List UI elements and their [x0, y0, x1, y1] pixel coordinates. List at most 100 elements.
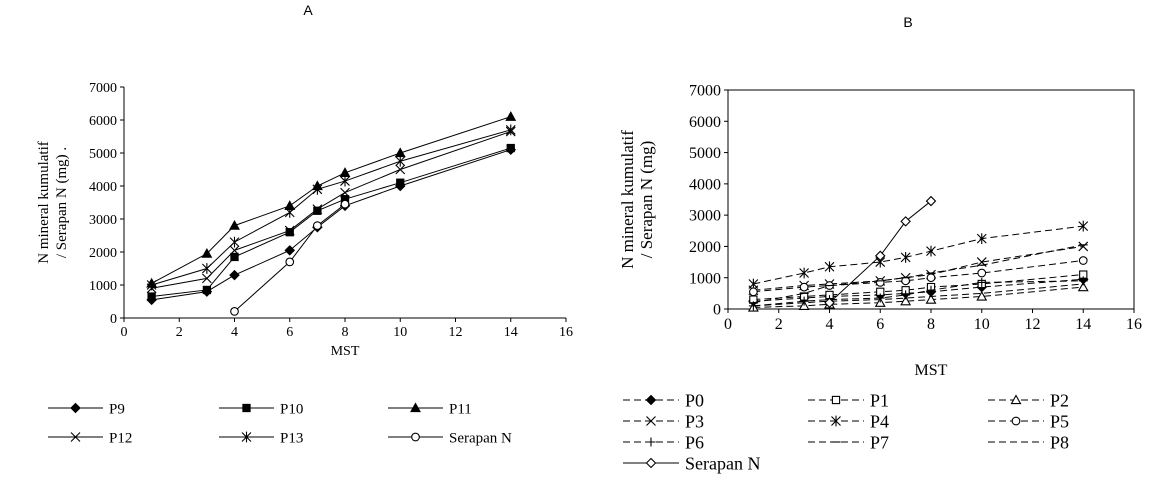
data-point — [201, 263, 212, 274]
legend-item: Serapan N — [388, 430, 512, 446]
legend-label: P7 — [870, 432, 889, 452]
y-axis-label: N mineral kumulatif — [618, 130, 637, 269]
y-tick-label: 5000 — [89, 147, 117, 162]
data-point — [285, 228, 294, 237]
data-point — [900, 216, 911, 227]
x-tick-label: 12 — [1025, 316, 1041, 333]
legend-label: P13 — [280, 430, 303, 446]
legend-marker — [645, 394, 657, 406]
data-point — [748, 287, 758, 297]
legend: P0 P1 P2 P3 P4 P5 P6 P7 P8 Serapan N — [623, 390, 1069, 473]
legend-label: P6 — [685, 432, 704, 452]
legend-marker — [411, 432, 420, 442]
legend-label: Serapan N — [449, 430, 512, 446]
x-tick-label: 8 — [342, 325, 349, 340]
y-tick-label: 1000 — [689, 270, 721, 287]
data-point — [976, 233, 987, 245]
data-point — [339, 167, 351, 177]
data-point — [284, 207, 295, 218]
data-point — [926, 273, 936, 283]
legend-marker — [1011, 416, 1021, 426]
legend-label: P1 — [870, 390, 889, 410]
legend-label: P3 — [685, 411, 704, 431]
legend-label: P9 — [109, 401, 125, 417]
data-point — [229, 245, 240, 256]
x-tick-label: 2 — [176, 325, 183, 340]
data-point — [824, 297, 835, 309]
x-tick-label: 8 — [927, 316, 935, 333]
series-line — [753, 283, 1084, 307]
y-tick-label: 4000 — [689, 176, 721, 193]
data-point — [1078, 276, 1088, 286]
data-point — [505, 111, 517, 121]
data-point — [900, 295, 912, 306]
y-tick-label: 2000 — [689, 239, 721, 256]
data-point — [505, 124, 516, 136]
legend-label: P12 — [109, 430, 132, 446]
x-axis-label: MST — [331, 344, 360, 359]
y-tick-label: 3000 — [689, 208, 721, 225]
legend-item: P3 — [623, 411, 704, 431]
legend-item: P0 — [623, 390, 704, 410]
x-tick-label: 2 — [775, 316, 783, 333]
data-point — [925, 293, 937, 304]
data-point — [147, 292, 156, 301]
series-line — [753, 274, 1084, 301]
legend-marker — [70, 402, 81, 414]
series-line — [753, 245, 1084, 291]
series-p5 — [748, 256, 1088, 297]
series-serapan-n — [824, 195, 937, 309]
data-point — [874, 250, 886, 262]
data-point — [340, 175, 350, 187]
series-serapan-n — [230, 199, 350, 316]
data-point — [313, 206, 322, 215]
data-point — [901, 290, 911, 300]
series-line — [753, 244, 1084, 304]
series-p9 — [146, 144, 517, 306]
legend-label: P8 — [1050, 432, 1069, 452]
data-point — [201, 273, 212, 284]
x-tick-label: 10 — [393, 325, 407, 340]
legend-marker — [645, 457, 657, 469]
series-line — [234, 203, 346, 312]
series-line — [753, 286, 1084, 308]
data-point — [340, 199, 350, 209]
series-line — [151, 131, 511, 289]
legend-label: Serapan N — [685, 453, 760, 473]
data-point — [925, 195, 937, 207]
data-point — [875, 293, 885, 303]
legend-label: P5 — [1050, 411, 1069, 431]
y-axis-label: / Serapan N (mg) . — [54, 147, 70, 258]
data-point — [799, 282, 809, 292]
legend-item: P7 — [808, 432, 889, 452]
series-p12 — [146, 126, 516, 294]
series-p10 — [147, 143, 515, 301]
data-point — [230, 307, 239, 316]
series-p11 — [146, 111, 517, 288]
data-point — [395, 164, 406, 175]
x-tick-label: 4 — [231, 325, 238, 340]
x-tick-label: 4 — [826, 316, 834, 333]
series-line — [753, 225, 1084, 285]
legend: P9 P10 P11 P12 P13 Serapan N — [48, 401, 512, 446]
y-tick-label: 0 — [110, 312, 117, 327]
x-tick-label: 14 — [1075, 316, 1091, 333]
legend-item: P1 — [808, 390, 889, 410]
series-line — [151, 149, 511, 301]
data-point — [976, 290, 988, 301]
legend-item: P12 — [48, 430, 132, 446]
legend-marker — [410, 402, 421, 413]
series-line — [829, 200, 932, 304]
legend-item: P5 — [988, 411, 1069, 431]
data-point — [202, 285, 212, 295]
data-point — [506, 143, 515, 153]
data-point — [977, 268, 987, 278]
y-tick-label: 2000 — [89, 246, 117, 261]
chart-panel-a: A 0 1000 2000 3000 4000 5000 6000 7000 0 2 4 6 8 10 12 1… — [36, 2, 573, 446]
data-point — [285, 257, 295, 267]
data-point — [230, 252, 239, 262]
y-axis-label: / Serapan N (mg) — [637, 141, 656, 259]
data-point — [1078, 256, 1088, 265]
data-point — [1078, 241, 1089, 252]
x-tick-label: 12 — [449, 325, 463, 340]
